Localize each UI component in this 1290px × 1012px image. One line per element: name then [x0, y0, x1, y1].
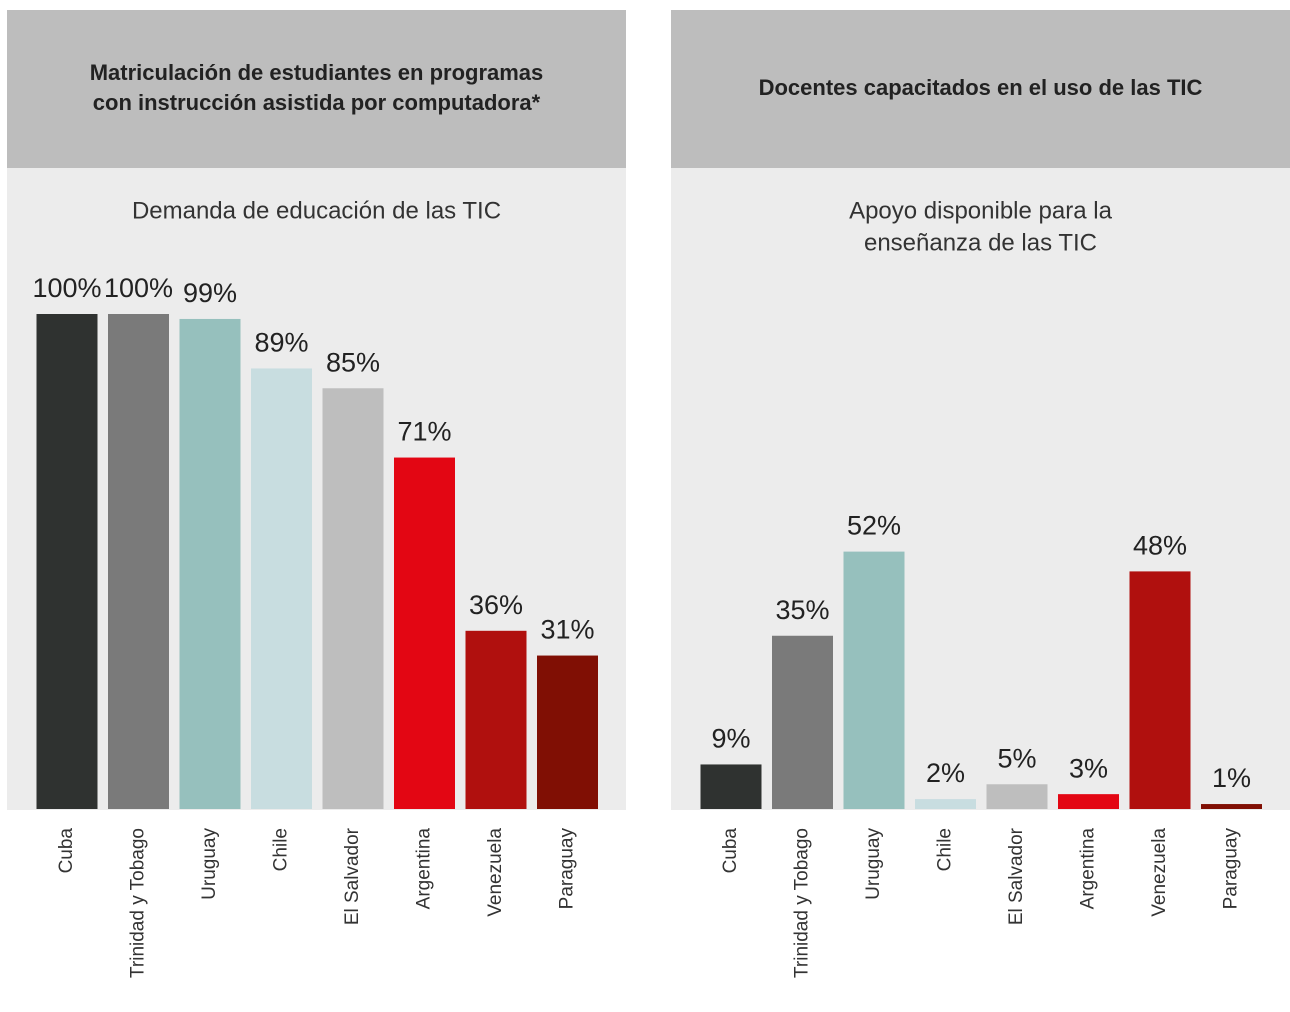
- bar: [537, 655, 598, 809]
- panel-title: Matriculación de estudiantes en programa…: [90, 60, 544, 85]
- bar: [394, 457, 455, 809]
- panel-background: [7, 168, 626, 810]
- category-label: El Salvador: [1006, 827, 1027, 925]
- panel-title: con instrucción asistida por computadora…: [93, 90, 541, 115]
- category-label: Uruguay: [199, 828, 220, 900]
- bar: [1129, 571, 1191, 809]
- bar: [251, 368, 312, 809]
- category-label: Uruguay: [863, 828, 884, 900]
- bar: [1201, 804, 1262, 809]
- panel-subtitle: Apoyo disponible para la: [849, 197, 1113, 224]
- category-label: Paraguay: [557, 828, 578, 910]
- category-label: Argentina: [1078, 828, 1099, 910]
- value-label: 100%: [32, 273, 101, 303]
- value-label: 100%: [104, 273, 173, 303]
- bar: [36, 314, 98, 809]
- panel-title: Docentes capacitados en el uso de las TI…: [759, 75, 1203, 100]
- bar: [772, 635, 833, 809]
- bar: [465, 630, 527, 809]
- category-label: Venezuela: [1149, 828, 1170, 917]
- bar: [843, 551, 905, 809]
- category-label: Cuba: [56, 828, 77, 874]
- category-label: El Salvador: [342, 827, 363, 925]
- panel-subtitle: enseñanza de las TIC: [864, 229, 1097, 256]
- value-label: 85%: [326, 347, 380, 377]
- category-label: Trinidad y Tobago: [792, 828, 813, 978]
- category-label: Paraguay: [1221, 828, 1242, 910]
- value-label: 31%: [540, 615, 594, 645]
- bar: [1058, 794, 1119, 809]
- value-label: 89%: [254, 328, 308, 358]
- value-label: 3%: [1069, 753, 1108, 783]
- panel-subtitle: Demanda de educación de las TIC: [132, 197, 501, 224]
- bar: [179, 318, 241, 809]
- bar: [700, 764, 762, 809]
- category-label: Venezuela: [485, 828, 506, 917]
- header-band: [671, 10, 1290, 168]
- bar: [986, 784, 1048, 809]
- value-label: 71%: [397, 417, 451, 447]
- bar: [915, 799, 976, 809]
- category-label: Cuba: [720, 828, 741, 874]
- category-label: Chile: [935, 828, 956, 871]
- bar: [322, 388, 384, 809]
- value-label: 9%: [711, 724, 750, 754]
- header-band: [7, 10, 626, 168]
- value-label: 48%: [1133, 531, 1187, 561]
- value-label: 2%: [926, 758, 965, 788]
- value-label: 52%: [847, 511, 901, 541]
- bar: [108, 314, 169, 809]
- category-label: Chile: [271, 828, 292, 871]
- value-label: 99%: [183, 278, 237, 308]
- value-label: 36%: [469, 590, 523, 620]
- value-label: 1%: [1212, 763, 1251, 793]
- value-label: 35%: [775, 595, 829, 625]
- value-label: 5%: [997, 743, 1036, 773]
- category-label: Argentina: [414, 828, 435, 910]
- panel-background: [671, 168, 1290, 810]
- category-label: Trinidad y Tobago: [128, 828, 149, 978]
